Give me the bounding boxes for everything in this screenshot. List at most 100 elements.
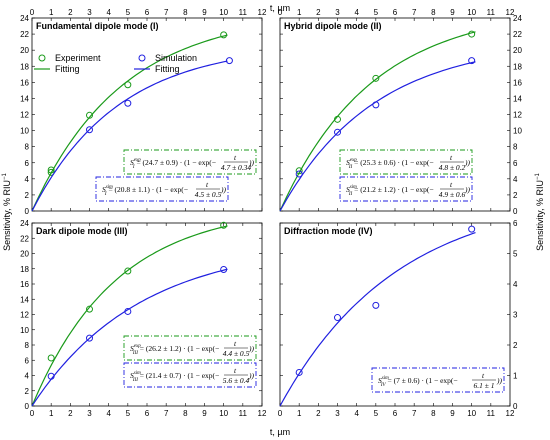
panel-fundamental-dipole: 0 1 2 3 4 5 6 7 8 9 10 11 12024681012141618202224Fun… [20,8,267,216]
fit-line-experiment [31,34,228,212]
equation-numerator: t [206,180,209,189]
x-tick-label: 12 [258,409,267,418]
x-tick-label: 0 [30,8,35,17]
x-tick-label: 5 [126,409,131,418]
legend-fit-exp-label: Fitting [55,64,80,74]
x-tick-label: 4 [106,409,111,418]
equation-tail: )) [248,344,254,353]
data-point-simulation [47,372,55,380]
y-tick-label: 4 [25,175,30,184]
equation-denominator: 4.9 ± 0.6 [439,190,466,199]
x-tick-label: 7 [412,8,417,17]
equation-tail: )) [248,371,254,380]
y-tick-label: 24 [20,219,29,228]
equation-text: Ssim III = (21.4 ± 0.7) · (1 − exp(− [130,371,219,383]
x-tick-label: 2 [68,8,73,17]
x-tick-label: 10 [467,409,476,418]
equation-text: Sexp II = (25.3 ± 0.6) · (1 − exp(− [346,158,434,170]
equation-denominator: 4.4 ± 0.5 [223,349,250,358]
x-tick-label: 12 [506,409,515,418]
x-tick-label: 1 [297,8,302,17]
data-point-simulation [334,314,341,322]
y-tick-label: 22 [20,30,29,39]
data-point-experiment [47,354,55,362]
y-tick-label: 2 [25,387,30,396]
x-tick-label: 7 [164,8,169,17]
equation-denominator: 5.6 ± 0.4 [223,376,250,385]
y-tick-label: 12 [20,111,29,120]
legend-simulation-label: Simulation [155,53,197,63]
y-tick-label: 6 [25,159,30,168]
data-point-experiment [220,221,228,229]
data-point-experiment [124,267,132,275]
y-tick-label: 10 [513,127,522,136]
data-point-simulation [468,57,476,65]
data-point-simulation [468,225,476,233]
y-tick-label: 6 [513,159,518,168]
y-tick-label: 5 [513,250,518,259]
x-tick-label: 1 [49,409,54,418]
panel-title: Dark dipole mode (III) [36,226,128,236]
x-tick-label: 11 [487,8,496,17]
panel-hybrid-dipole: 0 1 2 3 4 5 6 7 8 9 10 11 12024681012141618202224Hyb… [278,8,523,216]
y-tick-label: 8 [25,143,30,152]
legend-fit-sim-label: Fitting [155,64,180,74]
x-tick-label: 5 [374,409,379,418]
x-tick-label: 4 [106,8,111,17]
x-tick-label: 12 [258,8,267,17]
x-tick-label: 2 [68,409,73,418]
right-y-axis-label: Sensitivity, % RIU−1 [535,172,545,250]
top-x-axis-label: t, µm [270,3,290,13]
x-tick-label: 3 [335,409,340,418]
y-tick-label: 24 [513,14,522,23]
panel-dark-dipole: 0 1 2 3 4 5 6 7 8 9 10 11 12024681012141618202224Dar… [20,219,267,418]
equation-tail: )) [464,185,470,194]
y-tick-label: 10 [20,127,29,136]
x-tick-label: 4 [354,8,359,17]
equation-numerator: t [234,153,237,162]
bottom-x-axis-label: t, µm [270,427,290,437]
equation-numerator: t [234,339,237,348]
equation-text: Ssim I = (20.8 ± 1.1) · (1 − exp(− [102,185,188,197]
y-tick-label: 16 [20,78,29,87]
x-tick-label: 3 [335,8,340,17]
equation-denominator: 4.5 ± 0.5 [195,190,222,199]
y-tick-label: 18 [513,62,522,71]
data-point-simulation [372,301,380,309]
equation-numerator: t [450,153,453,162]
equation-denominator: 4.7 ± 0.34 [221,163,252,172]
x-tick-label: 3 [87,409,92,418]
equation-text: Sexp III = (26.2 ± 1.2) · (1 − exp(− [130,344,219,356]
legend-experiment-marker [38,54,46,62]
y-tick-label: 6 [25,356,30,365]
data-point-simulation [220,266,228,274]
data-point-simulation [86,126,93,134]
legend: Experiment Simulation Fitting Fitting [34,53,197,74]
panel-title: Hybrid dipole mode (II) [284,21,382,31]
data-point-simulation [372,101,380,109]
y-tick-label: 8 [513,143,518,152]
y-tick-label: 2 [513,341,518,350]
equation-box [123,335,257,361]
x-tick-label: 5 [126,8,131,17]
data-point-simulation [295,170,303,178]
y-tick-label: 18 [20,265,29,274]
data-point-simulation [295,368,303,376]
y-tick-label: 0 [25,207,30,216]
data-point-simulation [225,57,233,65]
x-tick-label: 7 [412,409,417,418]
legend-simulation-marker [138,54,146,62]
left-y-axis-label: Sensitivity, % RIU−1 [2,172,12,250]
x-tick-label: 11 [487,409,496,418]
equation-denominator: 4.8 ± 0.2 [439,163,466,172]
data-point-simulation [86,334,93,342]
x-tick-label: 8 [431,409,436,418]
data-point-experiment [124,81,132,89]
legend-experiment-label: Experiment [55,53,101,63]
x-tick-label: 10 [219,8,228,17]
y-tick-label: 4 [25,372,30,381]
y-tick-label: 8 [25,341,30,350]
y-tick-label: 0 [513,402,518,411]
y-tick-label: 22 [513,30,522,39]
